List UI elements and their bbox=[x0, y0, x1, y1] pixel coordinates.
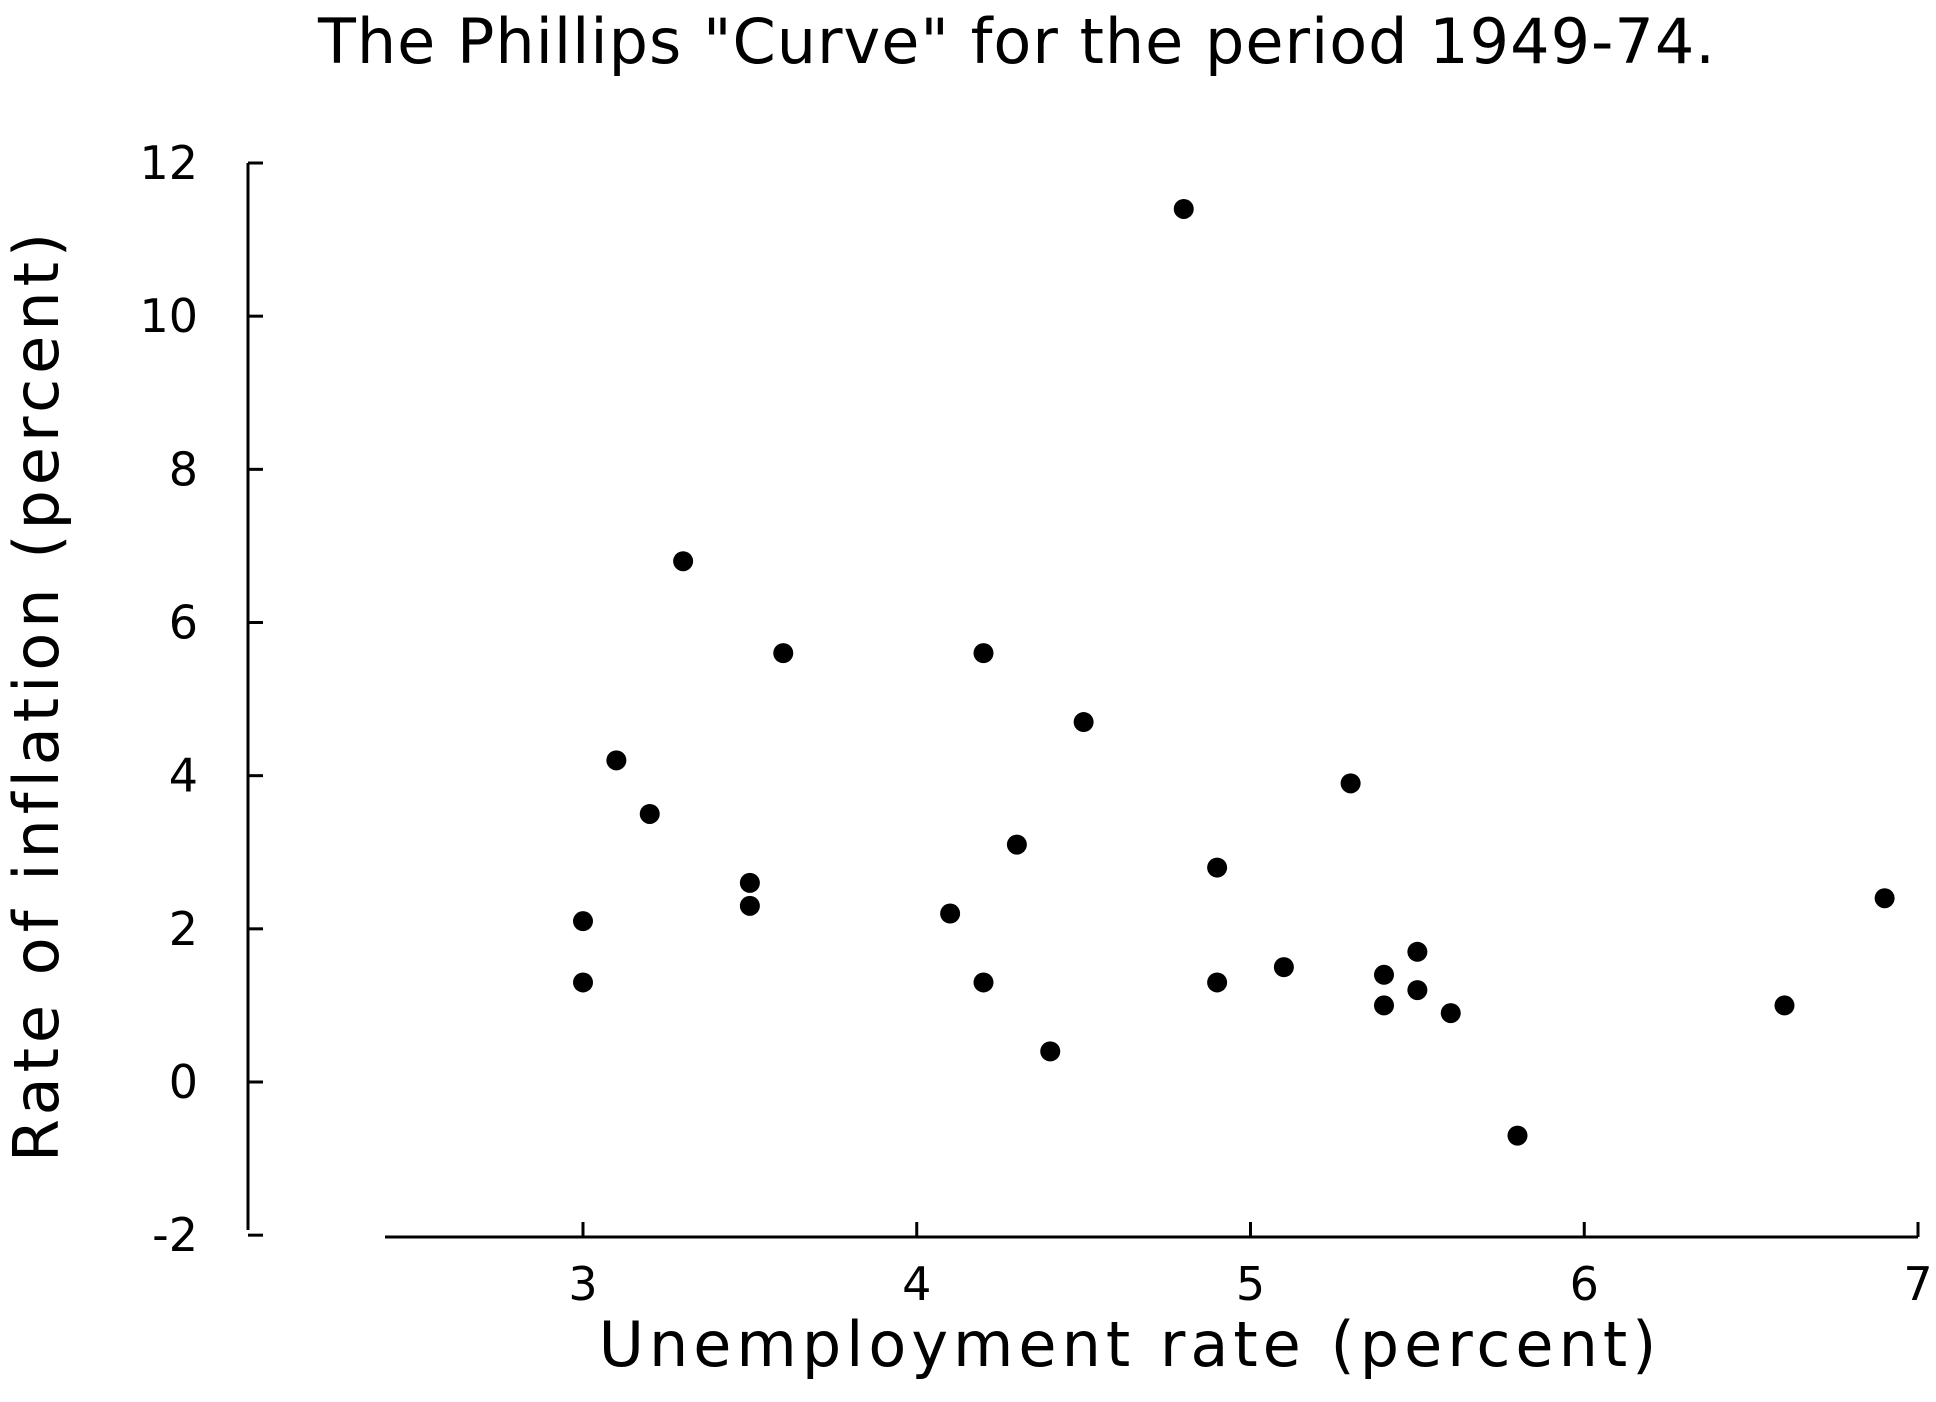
x-axis: 3 4 5 6 7 bbox=[385, 1222, 1933, 1311]
data-point bbox=[573, 972, 593, 993]
data-point bbox=[1374, 995, 1394, 1016]
data-point bbox=[1040, 1041, 1061, 1062]
data-point bbox=[1507, 1125, 1528, 1146]
x-tick-label: 5 bbox=[1236, 1257, 1265, 1311]
data-point bbox=[1207, 857, 1228, 878]
data-point bbox=[973, 643, 994, 664]
chart-title: The Phillips "Curve" for the period 1949… bbox=[317, 5, 1716, 78]
x-tick-label: 4 bbox=[902, 1257, 931, 1311]
data-point bbox=[1073, 712, 1094, 733]
data-point bbox=[1173, 198, 1194, 219]
data-point bbox=[1006, 834, 1027, 855]
data-point bbox=[1407, 941, 1428, 962]
x-tick-label: 3 bbox=[568, 1257, 597, 1311]
scatter-points bbox=[573, 198, 1895, 1146]
data-point bbox=[1440, 1003, 1461, 1024]
y-tick-label: 6 bbox=[169, 596, 198, 650]
data-point bbox=[673, 551, 694, 572]
data-point bbox=[940, 903, 961, 924]
x-ticks: 3 4 5 6 7 bbox=[568, 1222, 1933, 1311]
data-point bbox=[606, 750, 627, 771]
data-point bbox=[1874, 888, 1895, 909]
x-tick-label: 7 bbox=[1903, 1257, 1932, 1311]
data-point bbox=[1407, 980, 1428, 1001]
y-ticks: -2 0 2 4 6 8 10 12 bbox=[139, 136, 263, 1262]
y-tick-label: 12 bbox=[139, 136, 198, 190]
data-point bbox=[639, 803, 660, 824]
y-tick-label: 10 bbox=[139, 289, 198, 343]
y-axis-label: Rate of inflation (percent) bbox=[0, 228, 73, 1162]
y-tick-label: 0 bbox=[169, 1055, 198, 1109]
x-axis-label: Unemployment rate (percent) bbox=[599, 1308, 1662, 1381]
y-tick-label: 2 bbox=[169, 902, 198, 956]
data-point bbox=[573, 911, 593, 932]
x-tick-label: 6 bbox=[1570, 1257, 1599, 1311]
data-point bbox=[773, 643, 794, 664]
data-point bbox=[739, 895, 760, 916]
data-point bbox=[973, 972, 994, 993]
y-axis: -2 0 2 4 6 8 10 12 bbox=[139, 136, 263, 1262]
data-point bbox=[739, 872, 760, 893]
data-point bbox=[1207, 972, 1228, 993]
y-tick-label: 4 bbox=[169, 749, 198, 803]
y-tick-label: -2 bbox=[152, 1208, 198, 1262]
data-point bbox=[1374, 964, 1394, 985]
y-tick-label: 8 bbox=[169, 442, 198, 496]
data-point bbox=[1273, 957, 1294, 978]
data-point bbox=[1774, 995, 1795, 1016]
data-point bbox=[1340, 773, 1361, 794]
